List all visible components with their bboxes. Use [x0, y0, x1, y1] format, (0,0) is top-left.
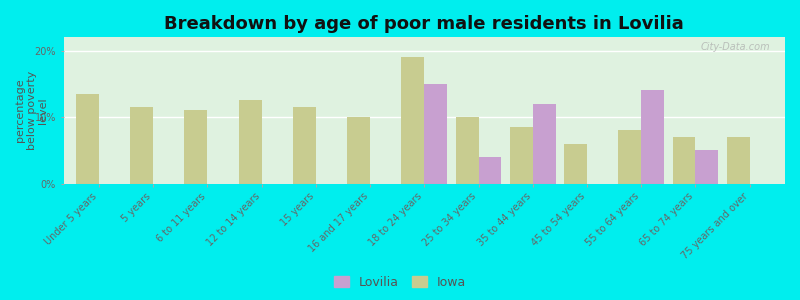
Bar: [130, 107, 153, 184]
Legend: Lovilia, Iowa: Lovilia, Iowa: [329, 271, 471, 294]
Bar: [673, 137, 695, 184]
Bar: [695, 150, 718, 184]
Bar: [533, 104, 555, 184]
Bar: [642, 91, 664, 184]
Bar: [347, 117, 370, 184]
Text: City-Data.com: City-Data.com: [701, 42, 770, 52]
Bar: [727, 137, 750, 184]
Bar: [76, 94, 98, 184]
Y-axis label: percentage
below poverty
level: percentage below poverty level: [15, 71, 48, 150]
Bar: [456, 117, 478, 184]
Title: Breakdown by age of poor male residents in Lovilia: Breakdown by age of poor male residents …: [164, 15, 684, 33]
Bar: [510, 127, 533, 184]
Bar: [402, 57, 424, 184]
Bar: [238, 100, 262, 184]
Bar: [293, 107, 316, 184]
Bar: [478, 157, 502, 184]
Bar: [564, 144, 587, 184]
Bar: [185, 110, 207, 184]
Bar: [618, 130, 642, 184]
Bar: [424, 84, 447, 184]
